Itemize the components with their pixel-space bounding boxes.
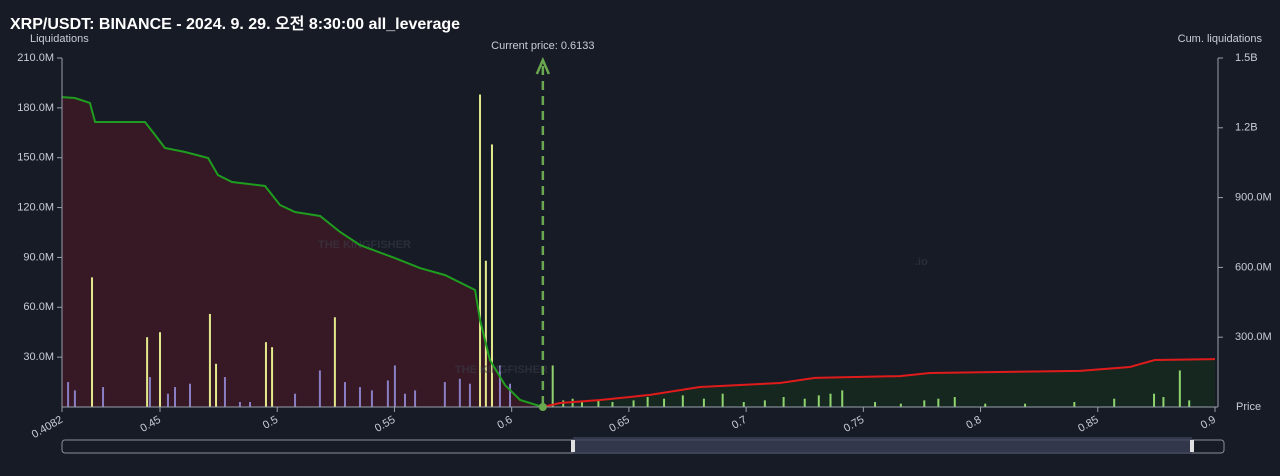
bar (953, 397, 956, 407)
y-tick-label: 210.0M (17, 52, 54, 64)
y2-tick-label: 1.2B (1235, 122, 1258, 134)
bar (343, 382, 346, 407)
y2-tick-label: 300.0M (1235, 331, 1272, 343)
bar (479, 94, 482, 408)
bar (803, 398, 806, 407)
bar (498, 365, 501, 407)
area (62, 97, 543, 407)
bar (73, 390, 76, 407)
bar (174, 387, 177, 407)
bar (923, 400, 926, 407)
bar (443, 382, 446, 407)
bar (984, 403, 987, 407)
area (542, 359, 1215, 407)
bar (1178, 370, 1181, 407)
cum-line (61, 96, 544, 408)
bar (1113, 398, 1116, 407)
bar (403, 393, 406, 407)
y2-axis-label: Cum. liquidations (1178, 33, 1263, 45)
bar (646, 397, 649, 407)
navigator-handle[interactable] (571, 440, 575, 452)
bar (208, 313, 211, 407)
bar (189, 383, 192, 407)
bar (458, 378, 461, 407)
bar (148, 377, 151, 407)
y2-tick-label: 900.0M (1235, 192, 1272, 204)
bar (1153, 393, 1156, 407)
bar (663, 398, 666, 407)
cum-line (542, 358, 1216, 408)
bar (484, 260, 487, 407)
bar (632, 400, 635, 407)
current-price-dot (538, 403, 547, 411)
plot (62, 94, 1215, 408)
y-tick-label: 30.0M (23, 351, 54, 363)
current-price-arrow (535, 56, 550, 75)
bar (358, 387, 361, 407)
navigator[interactable] (61, 437, 1225, 454)
bar (509, 383, 512, 407)
bar (782, 397, 785, 407)
navigator-window[interactable] (573, 437, 1192, 454)
bar (829, 393, 832, 407)
bar (91, 277, 94, 407)
bar (899, 403, 902, 407)
bar (702, 398, 705, 407)
y-tick-label: 150.0M (17, 152, 54, 164)
bar (294, 393, 297, 407)
bar (264, 342, 267, 407)
annotation: Current price: 0.6133 (491, 40, 594, 52)
bar (67, 382, 70, 407)
bar (238, 402, 241, 407)
bar (102, 387, 105, 407)
watermark: THE KINGFISHER (318, 239, 411, 251)
bar (158, 332, 161, 407)
y-axis-label: Liquidations (30, 33, 89, 45)
bar (937, 398, 940, 407)
bar (611, 402, 614, 407)
navigator-handle[interactable] (1190, 440, 1194, 452)
bar (468, 383, 471, 407)
watermark-group: THE KINGFISHER .io THE KINGFISHER (318, 239, 928, 376)
bar (817, 395, 820, 407)
bar (215, 363, 218, 407)
bar (681, 395, 684, 407)
y-tick-label: 60.0M (23, 301, 54, 313)
bar (597, 400, 600, 407)
bar (874, 402, 877, 407)
bar (386, 380, 389, 407)
y2-tick-label: 600.0M (1235, 261, 1272, 273)
y2-tick-label: 1.5B (1235, 52, 1258, 64)
bar (146, 337, 149, 407)
bar (763, 400, 766, 407)
y-tick-label: 120.0M (17, 201, 54, 213)
bar (1188, 400, 1191, 407)
bar (333, 317, 336, 407)
bar (414, 390, 417, 407)
bar (370, 390, 373, 407)
bar (249, 402, 252, 407)
bar (318, 370, 321, 407)
bar (580, 402, 583, 407)
bar (1024, 403, 1027, 407)
y-tick-label: 90.0M (23, 251, 54, 263)
watermark-small: THE KINGFISHER (455, 364, 548, 376)
bar (1162, 397, 1165, 407)
y-tick-label: 180.0M (17, 102, 54, 114)
bar (271, 347, 274, 407)
bar (841, 390, 844, 407)
watermark-suffix: .io (915, 256, 928, 268)
lines (61, 96, 1216, 408)
bar (742, 402, 745, 407)
bar (1073, 402, 1076, 407)
x-axis-label: Price (1236, 401, 1261, 413)
bar (551, 365, 554, 407)
bar (223, 377, 226, 407)
bar (166, 393, 169, 407)
bar (393, 365, 396, 407)
bar (490, 144, 493, 407)
chart-title: XRP/USDT: BINANCE - 2024. 9. 29. 오전 8:30… (10, 15, 460, 33)
bar (721, 393, 724, 407)
